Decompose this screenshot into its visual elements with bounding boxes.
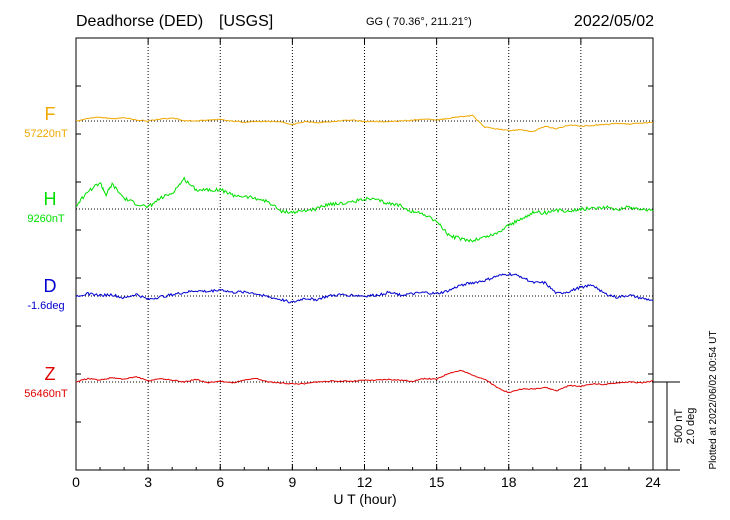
network-label: [USGS] bbox=[219, 13, 273, 30]
x-tick-label: 18 bbox=[501, 474, 517, 490]
series-label-f: F bbox=[45, 104, 56, 124]
series-line-d bbox=[75, 272, 654, 304]
series-group: F 57220nT H 9260nT D -1.6deg Z 56460nT bbox=[24, 104, 654, 400]
series-label-z: Z bbox=[45, 364, 56, 384]
x-axis: 0 3 6 9 12 15 18 21 24 bbox=[72, 37, 661, 490]
series-baseline-z: 56460nT bbox=[24, 388, 68, 400]
coordinates-label: GG ( 70.36°, 211.21°) bbox=[366, 16, 472, 28]
x-tick-label: 3 bbox=[144, 474, 152, 490]
scale-bar-nt-label: 500 nT bbox=[673, 409, 685, 444]
plotted-timestamp: Plotted at 2022/06/02 00:54 UT bbox=[708, 331, 719, 470]
series-baseline-d: -1.6deg bbox=[27, 300, 64, 312]
scale-bar-deg-label: 2.0 deg bbox=[685, 408, 697, 445]
series-baseline-h: 9260nT bbox=[27, 213, 65, 225]
x-axis-label: U T (hour) bbox=[333, 491, 396, 507]
x-tick-label: 12 bbox=[357, 474, 373, 490]
series-line-z bbox=[75, 369, 654, 394]
x-tick-label: 0 bbox=[72, 474, 80, 490]
grid bbox=[147, 38, 582, 470]
x-tick-label: 21 bbox=[573, 474, 589, 490]
date-label: 2022/05/02 bbox=[574, 13, 654, 30]
series-baseline-f: 57220nT bbox=[24, 128, 68, 140]
series-line-h bbox=[75, 176, 654, 243]
x-tick-label: 15 bbox=[429, 474, 445, 490]
scale-bar: 500 nT 2.0 deg bbox=[653, 381, 697, 471]
series-label-d: D bbox=[44, 276, 57, 296]
station-title: Deadhorse (DED) bbox=[76, 13, 203, 30]
x-tick-label: 24 bbox=[645, 474, 661, 490]
series-label-h: H bbox=[44, 189, 57, 209]
x-tick-label: 6 bbox=[216, 474, 224, 490]
x-tick-label: 9 bbox=[288, 474, 296, 490]
series-line-f bbox=[75, 114, 654, 133]
